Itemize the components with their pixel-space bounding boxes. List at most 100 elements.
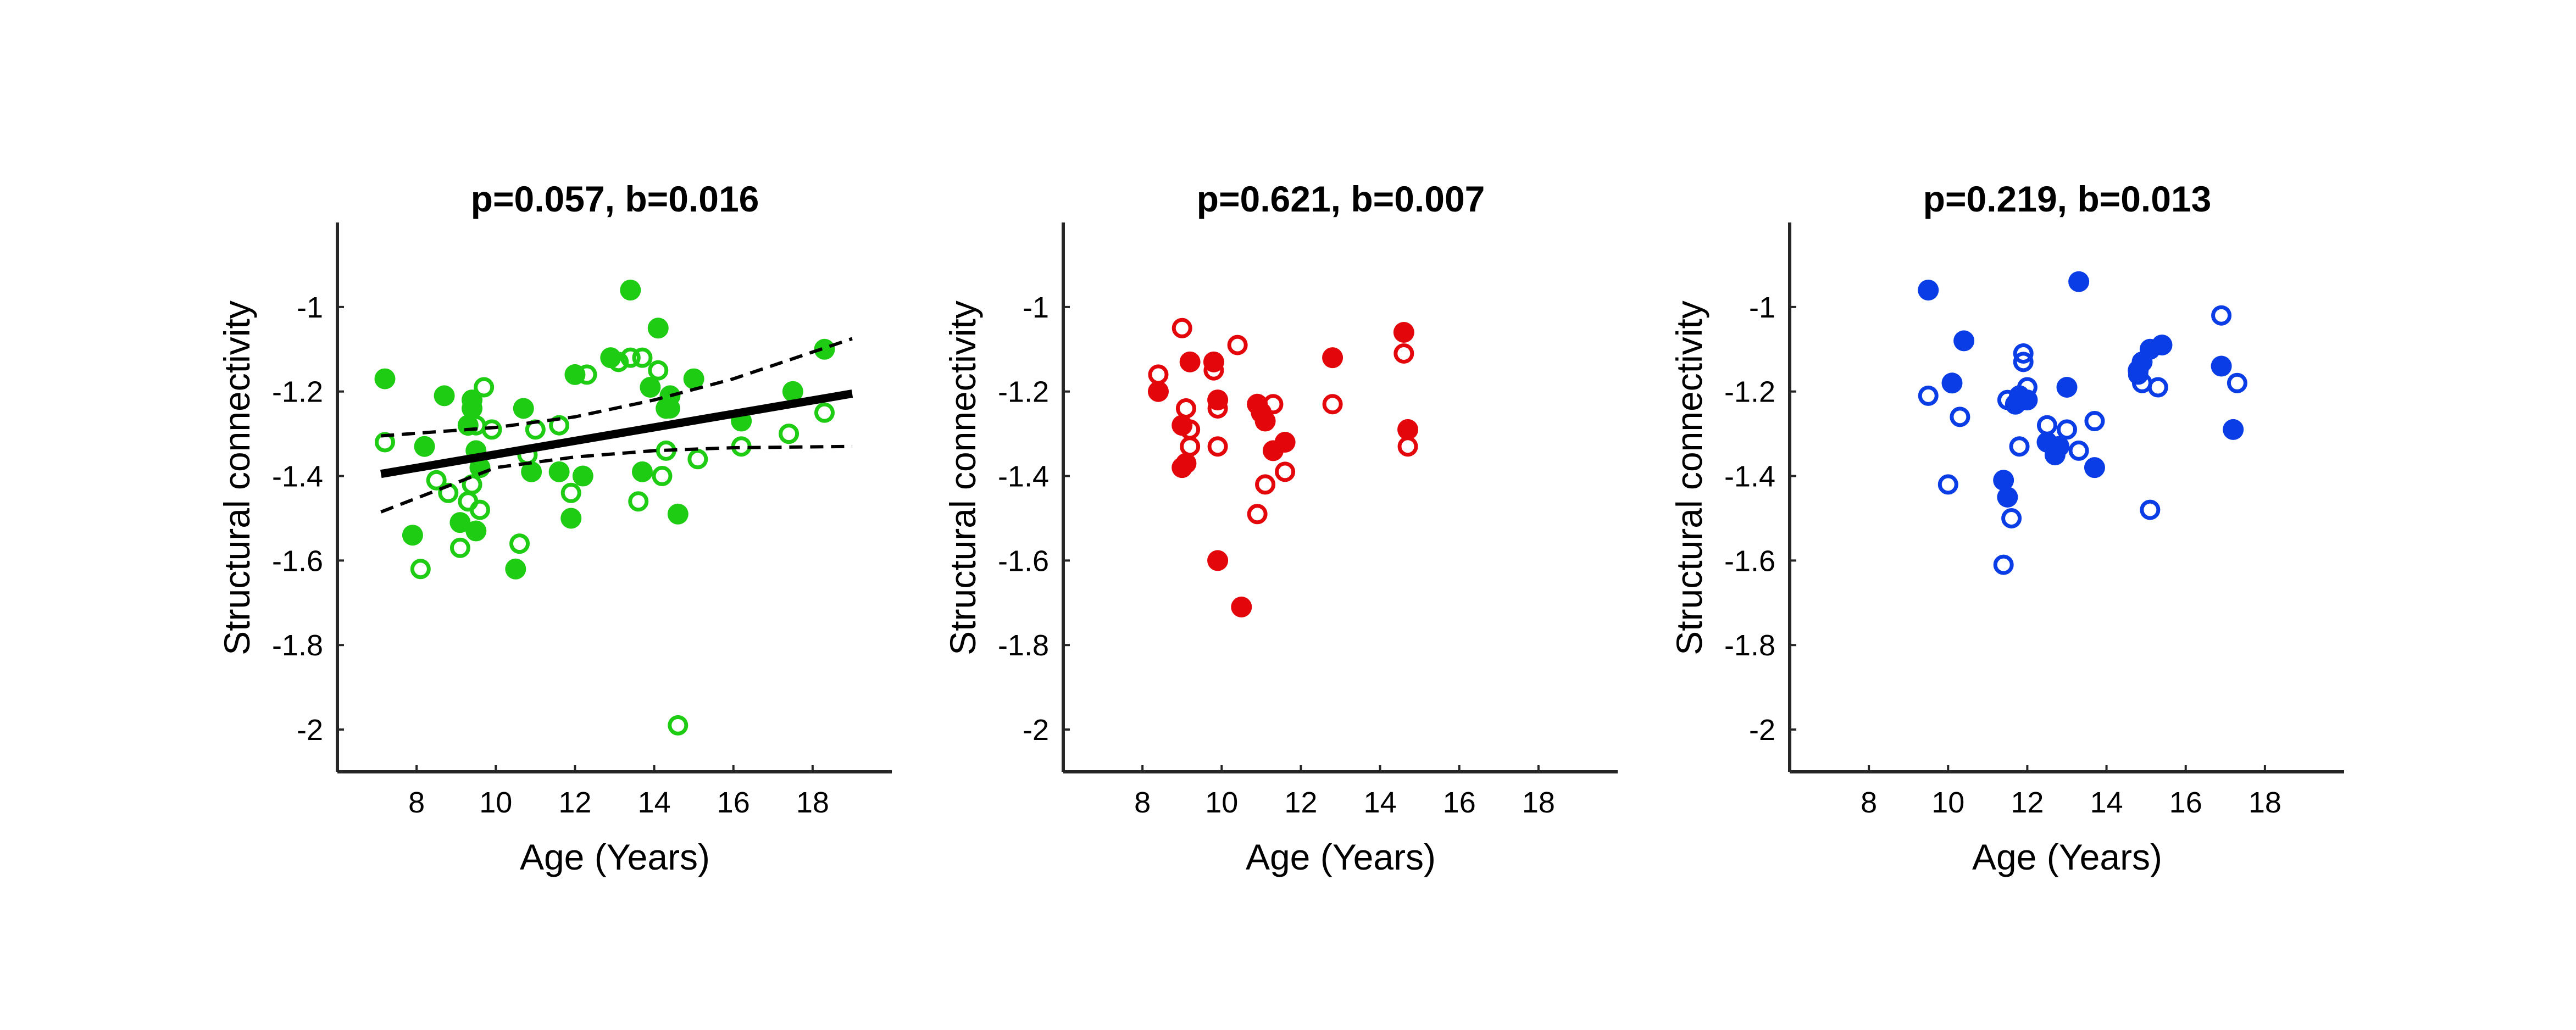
y-tick-label: -1.8	[998, 629, 1049, 662]
x-tick-label: 18	[796, 786, 829, 819]
data-point-open	[410, 559, 431, 580]
data-point-open	[1175, 398, 1196, 419]
data-point-open	[779, 424, 800, 444]
y-tick-label: -1.6	[272, 544, 323, 577]
x-tick-label: 12	[558, 786, 591, 819]
data-point-filled	[1993, 470, 2014, 491]
data-point-filled	[2211, 355, 2232, 377]
data-point-filled	[1254, 410, 1276, 432]
data-point-open	[2013, 352, 2034, 372]
y-tick-label: -1.2	[1724, 376, 1775, 409]
data-point-open	[814, 402, 835, 423]
y-tick-label: -1.4	[272, 460, 323, 493]
data-point-open	[632, 347, 653, 368]
data-point-filled	[1941, 372, 1963, 394]
data-point-filled	[2151, 335, 2173, 356]
y-tick-label: -1.4	[1724, 460, 1775, 493]
data-point-open	[2084, 411, 2105, 432]
y-tick-label: -1.8	[272, 629, 323, 662]
data-point-open	[1322, 394, 1343, 415]
y-tick-label: -1	[1749, 291, 1775, 324]
data-point-filled	[449, 512, 471, 533]
x-tick-label: 14	[1364, 786, 1397, 819]
data-point-open	[509, 533, 530, 554]
data-point-open	[1227, 335, 1248, 355]
data-point-open	[2001, 508, 2022, 528]
x-tick-label: 16	[2169, 786, 2202, 819]
y-tick-label: -2	[1023, 714, 1049, 747]
data-point-filled	[1175, 453, 1197, 474]
x-tick-label: 10	[1205, 786, 1238, 819]
x-tick-label: 10	[479, 786, 512, 819]
chart-title: p=0.219, b=0.013	[1923, 179, 2212, 219]
data-point-open	[620, 347, 641, 368]
x-tick-label: 18	[2249, 786, 2281, 819]
data-point-filled	[1207, 550, 1229, 571]
chart-panel-3: 8 10 12 14 16 18 -1 -1.2 -1.4 -1.6 -1.8 -2 p=0.219, …	[1669, 179, 2344, 877]
data-point-open	[1275, 461, 1296, 482]
data-point-open	[2009, 436, 2030, 457]
chart-panel-1: 8 10 12 14 16 18 -1 -1.2 -1.4 -1.6 -1.8 -2 p=0.057, …	[216, 179, 892, 877]
regression-line	[380, 389, 853, 478]
data-point-open	[576, 364, 597, 385]
x-axis-label: Age (Years)	[1972, 837, 2162, 877]
x-tick-label: 16	[717, 786, 750, 819]
y-tick-label: -1.6	[1724, 544, 1775, 577]
data-point-open	[2227, 372, 2247, 393]
data-point-open	[1207, 436, 1228, 457]
y-tick-label: -1.6	[998, 544, 1049, 577]
data-point-filled	[2223, 419, 2244, 440]
ci-upper-line	[381, 337, 853, 438]
data-point-filled	[2056, 377, 2078, 398]
data-point-open	[1997, 389, 2018, 410]
data-point-open	[1937, 474, 1958, 495]
data-point-open	[1172, 318, 1192, 338]
x-tick-label: 14	[638, 786, 671, 819]
data-point-open	[1950, 407, 1970, 427]
data-point-filled	[548, 461, 570, 482]
data-point-filled	[1179, 351, 1201, 372]
y-tick-label: -1.2	[272, 376, 323, 409]
x-tick-label: 8	[408, 786, 425, 819]
data-point-open	[1180, 436, 1201, 457]
ci-lower-line	[380, 444, 852, 514]
y-tick-label: -2	[297, 714, 323, 747]
data-point-filled	[560, 508, 582, 529]
data-point-filled	[414, 436, 435, 457]
y-tick-label: -1.8	[1724, 629, 1775, 662]
data-point-open	[648, 360, 669, 381]
data-point-open	[462, 474, 482, 495]
x-tick-label: 14	[2090, 786, 2123, 819]
data-point-filled	[1918, 280, 1939, 301]
x-tick-label: 12	[2011, 786, 2044, 819]
data-point-filled	[1147, 381, 1169, 402]
chart-panel-2: 8 10 12 14 16 18 -1 -1.2 -1.4 -1.6 -1.8 -2 p=0.621, …	[942, 179, 1618, 877]
x-tick-label: 10	[1931, 786, 1964, 819]
data-point-open	[449, 537, 470, 558]
data-point-filled	[374, 368, 396, 389]
x-tick-label: 12	[1284, 786, 1317, 819]
data-point-open	[1148, 364, 1169, 385]
y-axis-label: Structural connectivity	[1669, 300, 1709, 655]
data-point-open	[1918, 385, 1939, 406]
data-point-open	[1993, 554, 2014, 575]
data-point-open	[668, 715, 689, 736]
data-point-open	[2036, 415, 2057, 436]
data-point-open	[1263, 394, 1284, 415]
data-point-open	[2147, 377, 2168, 398]
data-point-filled	[640, 377, 661, 398]
data-point-filled	[2068, 271, 2090, 292]
data-point-filled	[1393, 322, 1414, 343]
data-point-open	[2211, 305, 2232, 326]
data-point-filled	[631, 461, 653, 482]
y-axis-label: Structural connectivity	[216, 300, 257, 655]
data-point-open	[1203, 360, 1224, 381]
data-point-filled	[513, 398, 534, 419]
data-point-open	[608, 352, 629, 372]
data-point-filled	[683, 368, 704, 389]
data-point-open	[426, 470, 447, 491]
data-point-filled	[1322, 347, 1343, 369]
data-point-filled	[814, 338, 835, 360]
data-point-filled	[434, 385, 455, 407]
